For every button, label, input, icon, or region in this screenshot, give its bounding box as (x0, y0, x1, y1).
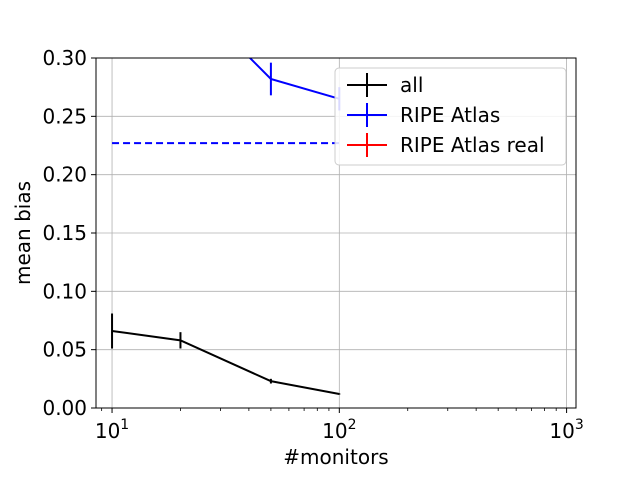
legend-label: RIPE Atlas (400, 103, 500, 127)
y-tick-label: 0.25 (42, 104, 87, 128)
series (111, 58, 341, 395)
x-tick-label: 103 (549, 417, 583, 443)
x-tick-base: 10 (95, 419, 120, 443)
x-tick-label: 102 (322, 417, 356, 443)
y-tick-label: 0.00 (42, 396, 87, 420)
x-tick-base: 10 (322, 419, 347, 443)
y-tick-label: 0.15 (42, 221, 87, 245)
x-tick-exponent: 2 (348, 417, 357, 433)
x-axis-label: #monitors (283, 445, 388, 469)
y-tick-label: 0.30 (42, 46, 87, 70)
legend-label: RIPE Atlas real (400, 133, 545, 157)
y-axis-label: mean bias (11, 181, 35, 285)
legend-label: all (400, 73, 423, 97)
x-tick-exponent: 3 (575, 417, 584, 433)
y-tick-label: 0.05 (42, 338, 87, 362)
x-tick-label: 101 (95, 417, 129, 443)
legend-box (334, 67, 567, 166)
series-line-ripe-atlas (248, 58, 340, 100)
x-tick-base: 10 (549, 419, 574, 443)
x-tick-exponent: 1 (120, 417, 129, 433)
y-tick-label: 0.20 (42, 163, 87, 187)
legend: all RIPE Atlas RIPE Atlas real (334, 67, 567, 166)
series-line-all (111, 330, 340, 395)
y-tick-label: 0.10 (42, 279, 87, 303)
